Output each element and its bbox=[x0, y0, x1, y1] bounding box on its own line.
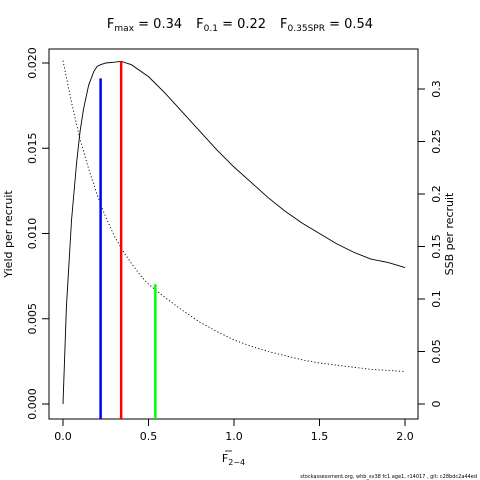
y-axis-right: 0 0.05 0.1 0.15 0.2 0.25 0.3 bbox=[417, 80, 443, 408]
title-f01-sub: 0.1 bbox=[204, 24, 218, 34]
y-right-tick-label: 0.25 bbox=[430, 129, 443, 154]
y-axis-left-title: Yield per recruit bbox=[2, 190, 15, 279]
y-right-tick-label: 0 bbox=[430, 401, 443, 408]
title-fspr-sub: 0.35SPR bbox=[288, 24, 325, 34]
title-fspr-value: = 0.54 bbox=[325, 17, 373, 32]
yield-per-recruit-line bbox=[62, 60, 406, 405]
title-fspr-label: F bbox=[280, 17, 287, 32]
series-group bbox=[62, 60, 406, 405]
y-right-tick-label: 0.2 bbox=[430, 185, 443, 203]
x-tick-label: 1.0 bbox=[225, 430, 243, 443]
y-right-tick-label: 0.3 bbox=[430, 80, 443, 98]
x-axis: 0.0 0.5 1.0 1.5 2.0 bbox=[54, 418, 414, 443]
title-f01-value: = 0.22 bbox=[218, 17, 266, 32]
ssb-per-recruit-line bbox=[62, 60, 406, 372]
reference-lines bbox=[99, 61, 157, 419]
y-left-tick-label: 0.020 bbox=[26, 47, 39, 79]
chart-title: Fmax = 0.34 F0.1 = 0.22 F0.35SPR = 0.54 bbox=[107, 17, 373, 34]
x-tick-label: 2.0 bbox=[396, 430, 414, 443]
x-tick-label: 0.5 bbox=[140, 430, 158, 443]
y-left-tick-label: 0.015 bbox=[26, 133, 39, 165]
title-fmax-value: = 0.34 bbox=[134, 17, 182, 32]
title-fmax-sub: max bbox=[114, 24, 134, 34]
title-fmax-label: F bbox=[107, 17, 114, 32]
y-right-tick-label: 0.1 bbox=[430, 290, 443, 308]
y-axis-right-title: SSB per recruit bbox=[443, 192, 456, 275]
x-axis-title-main: F bbox=[222, 452, 228, 465]
x-axis-title-sub: 2−4 bbox=[228, 458, 245, 467]
title-f01-label: F bbox=[196, 17, 203, 32]
x-tick-label: 1.5 bbox=[311, 430, 329, 443]
x-tick-label: 0.0 bbox=[54, 430, 72, 443]
y-axis-left: 0.000 0.005 0.010 0.015 0.020 bbox=[26, 47, 50, 420]
y-left-tick-label: 0.005 bbox=[26, 303, 39, 335]
y-right-tick-label: 0.15 bbox=[430, 234, 443, 259]
y-left-tick-label: 0.010 bbox=[26, 218, 39, 250]
x-axis-title: F2−4 bbox=[222, 452, 245, 467]
y-right-tick-label: 0.05 bbox=[430, 339, 443, 364]
plot-frame bbox=[48, 48, 419, 420]
y-left-tick-label: 0.000 bbox=[26, 388, 39, 420]
footer-text: stockassessment.org, whb_sv38 fc1 age1, … bbox=[300, 474, 477, 480]
